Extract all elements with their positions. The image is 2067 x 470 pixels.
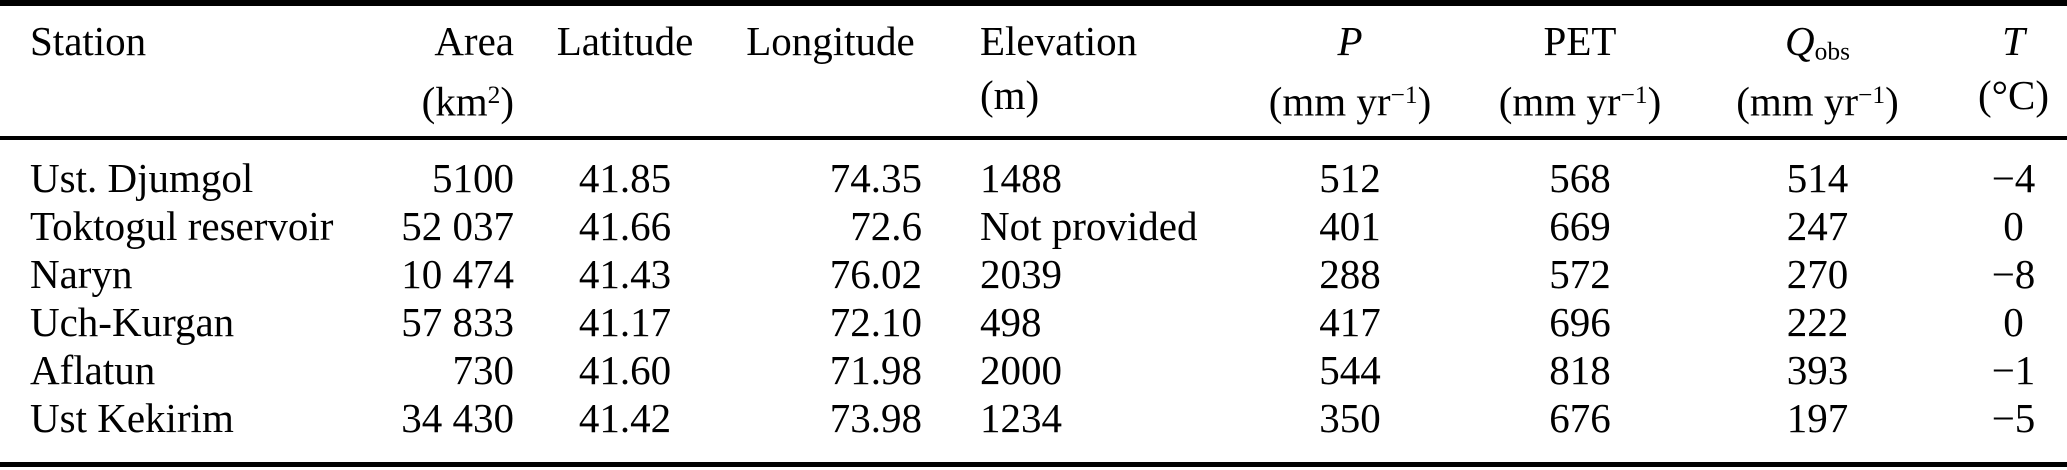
cell-area: 52 037 — [401, 203, 514, 249]
cell-temperature: 0 — [2003, 299, 2024, 345]
cell-latitude: 41.43 — [578, 251, 672, 297]
cell-q-obs: 514 — [1786, 155, 1849, 201]
cell-longitude: 72.10 — [829, 299, 922, 345]
column-unit: (mm yr−1) — [1268, 78, 1432, 125]
cell-elevation: 2039 — [980, 251, 1062, 297]
cell-pet: 676 — [1549, 395, 1611, 441]
cell-q-obs: 222 — [1786, 299, 1849, 345]
cell-temperature: −5 — [1991, 395, 2036, 441]
column-unit — [731, 64, 930, 124]
cell-station: Aflatun — [30, 347, 156, 393]
cell-temperature: −1 — [1991, 347, 2036, 393]
table-row: Ust. Djumgol 5100 41.85 74.35 1488 512 568 514 −… — [0, 138, 2067, 202]
cell-q-obs: 393 — [1786, 347, 1849, 393]
cell-longitude: 71.98 — [829, 347, 922, 393]
cell-temperature: −8 — [1991, 251, 2036, 297]
column-header-p: P (mm yr−1) — [1240, 3, 1460, 138]
table-row: Uch-Kurgan 57 833 41.17 72.10 498 417 696 222 0 — [0, 298, 2067, 346]
cell-latitude: 41.85 — [578, 155, 672, 201]
column-label: Station — [30, 18, 147, 64]
column-label: PET — [1543, 18, 1617, 64]
column-unit — [521, 64, 729, 124]
cell-elevation: 1488 — [980, 155, 1062, 201]
cell-elevation: 2000 — [980, 347, 1062, 393]
cell-station: Ust Kekirim — [30, 395, 234, 441]
table-header: Station Area (km2) Latitude Longitude Elev… — [0, 3, 2067, 138]
cell-p: 417 — [1319, 299, 1381, 345]
cell-temperature: −4 — [1991, 155, 2036, 201]
cell-elevation: Not provided — [980, 203, 1198, 249]
cell-q-obs: 247 — [1786, 203, 1849, 249]
column-unit: (°C) — [1977, 72, 2050, 118]
column-header-temperature: T (°C) — [1935, 3, 2067, 138]
column-unit: (m) — [980, 72, 1040, 118]
cell-latitude: 41.60 — [578, 347, 672, 393]
cell-p: 512 — [1319, 155, 1381, 201]
cell-temperature: 0 — [2003, 203, 2024, 249]
column-unit: (km2) — [421, 78, 514, 125]
column-label: T — [2002, 18, 2025, 64]
cell-latitude: 41.42 — [578, 395, 672, 441]
table-row: Naryn 10 474 41.43 76.02 2039 288 572 270 −8 — [0, 250, 2067, 298]
cell-elevation: 498 — [980, 299, 1042, 345]
column-unit: (mm yr−1) — [1736, 78, 1899, 125]
cell-area: 34 430 — [401, 395, 514, 441]
column-label: Latitude — [556, 18, 694, 64]
cell-longitude: 72.6 — [850, 203, 922, 249]
column-unit: (mm yr−1) — [1498, 78, 1662, 125]
cell-area: 57 833 — [401, 299, 514, 345]
column-label: Qobs — [1785, 18, 1850, 66]
column-header-area: Area (km2) — [390, 3, 520, 138]
table-row: Ust Kekirim 34 430 41.42 73.98 1234 350 676 197… — [0, 394, 2067, 465]
cell-elevation: 1234 — [980, 395, 1062, 441]
cell-area: 10 474 — [401, 251, 514, 297]
cell-pet: 696 — [1549, 299, 1611, 345]
cell-p: 401 — [1319, 203, 1381, 249]
header-row: Station Area (km2) Latitude Longitude Elev… — [0, 3, 2067, 138]
table-row: Toktogul reservoir 52 037 41.66 72.6 Not pro… — [0, 202, 2067, 250]
cell-pet: 568 — [1549, 155, 1611, 201]
column-label: Longitude — [746, 18, 915, 64]
cell-pet: 572 — [1549, 251, 1611, 297]
column-label: Area — [434, 18, 514, 64]
column-header-latitude: Latitude — [520, 3, 730, 138]
cell-station: Ust. Djumgol — [30, 155, 254, 201]
cell-q-obs: 270 — [1786, 251, 1849, 297]
cell-pet: 669 — [1549, 203, 1611, 249]
column-header-q-obs: Qobs (mm yr−1) — [1700, 3, 1935, 138]
cell-station: Uch-Kurgan — [30, 299, 235, 345]
column-header-pet: PET (mm yr−1) — [1460, 3, 1700, 138]
column-header-elevation: Elevation (m) — [930, 3, 1240, 138]
cell-p: 544 — [1319, 347, 1381, 393]
cell-station: Naryn — [30, 251, 133, 297]
column-header-longitude: Longitude — [730, 3, 930, 138]
cell-area: 5100 — [432, 155, 514, 201]
column-label: Elevation — [980, 18, 1138, 64]
cell-area: 730 — [452, 347, 515, 393]
table-body: Ust. Djumgol 5100 41.85 74.35 1488 512 568 514 −… — [0, 138, 2067, 465]
cell-longitude: 74.35 — [829, 155, 922, 201]
cell-q-obs: 197 — [1786, 395, 1849, 441]
column-unit — [30, 64, 389, 124]
cell-pet: 818 — [1549, 347, 1611, 393]
cell-latitude: 41.66 — [578, 203, 672, 249]
table-row: Aflatun 730 41.60 71.98 2000 544 818 393 −1 — [0, 346, 2067, 394]
cell-longitude: 76.02 — [829, 251, 922, 297]
cell-latitude: 41.17 — [578, 299, 672, 345]
cell-p: 350 — [1319, 395, 1381, 441]
cell-longitude: 73.98 — [829, 395, 922, 441]
cell-p: 288 — [1319, 251, 1381, 297]
column-header-station: Station — [0, 3, 390, 138]
cell-station: Toktogul reservoir — [30, 203, 334, 249]
column-label: P — [1337, 18, 1363, 64]
